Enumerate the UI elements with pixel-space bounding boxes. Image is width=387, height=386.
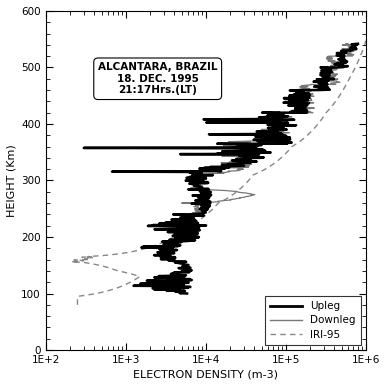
Text: ALCANTARA, BRAZIL
18. DEC. 1995
21:17Hrs.(LT): ALCANTARA, BRAZIL 18. DEC. 1995 21:17Hrs…: [98, 62, 217, 95]
X-axis label: ELECTRON DENSITY (m-3): ELECTRON DENSITY (m-3): [133, 369, 278, 379]
Legend: Upleg, Downleg, IRI-95: Upleg, Downleg, IRI-95: [265, 296, 361, 345]
Y-axis label: HEIGHT (Km): HEIGHT (Km): [7, 144, 17, 217]
